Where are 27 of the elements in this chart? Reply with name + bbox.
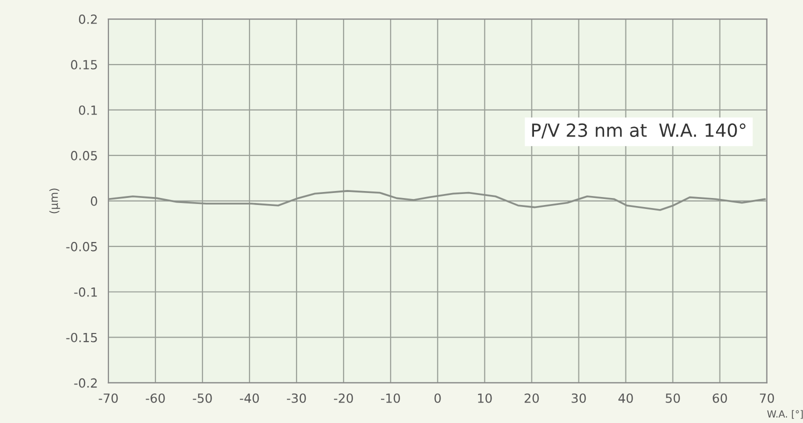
x-tick-label: 70 (760, 393, 774, 403)
y-tick-label: 0.2 (78, 14, 97, 24)
x-tick-label: 10 (478, 393, 492, 403)
x-tick-label: -30 (286, 393, 306, 403)
annotation: P/V 23 nm at W.A. 140° (532, 123, 746, 138)
y-tick-label: -0.1 (74, 287, 97, 297)
y-tick-label: 0.05 (70, 150, 97, 160)
x-tick-label: 20 (524, 393, 539, 403)
x-axis-title: W.A. [°] (767, 410, 803, 419)
y-tick-label: 0 (90, 196, 98, 206)
x-tick-label: -60 (146, 393, 165, 403)
x-tick-label: 60 (712, 393, 727, 403)
x-tick-label: 0 (434, 393, 441, 403)
y-axis-title: (µm) (49, 188, 60, 214)
y-tick-label: -0.15 (66, 332, 97, 342)
x-tick-label: 30 (572, 393, 586, 403)
x-tick-label: -50 (192, 393, 212, 403)
x-tick-label: 40 (618, 393, 633, 403)
y-tick-label: 0.15 (70, 60, 97, 70)
x-tick-label: -40 (240, 393, 259, 403)
y-tick-label: -0.2 (74, 378, 97, 388)
y-tick-label: -0.05 (66, 242, 97, 252)
x-tick-label: -20 (334, 393, 353, 403)
y-tick-label: 0.1 (78, 105, 97, 115)
x-tick-label: -10 (381, 393, 400, 403)
x-tick-label: -70 (98, 393, 118, 403)
x-tick-label: 50 (666, 393, 680, 403)
